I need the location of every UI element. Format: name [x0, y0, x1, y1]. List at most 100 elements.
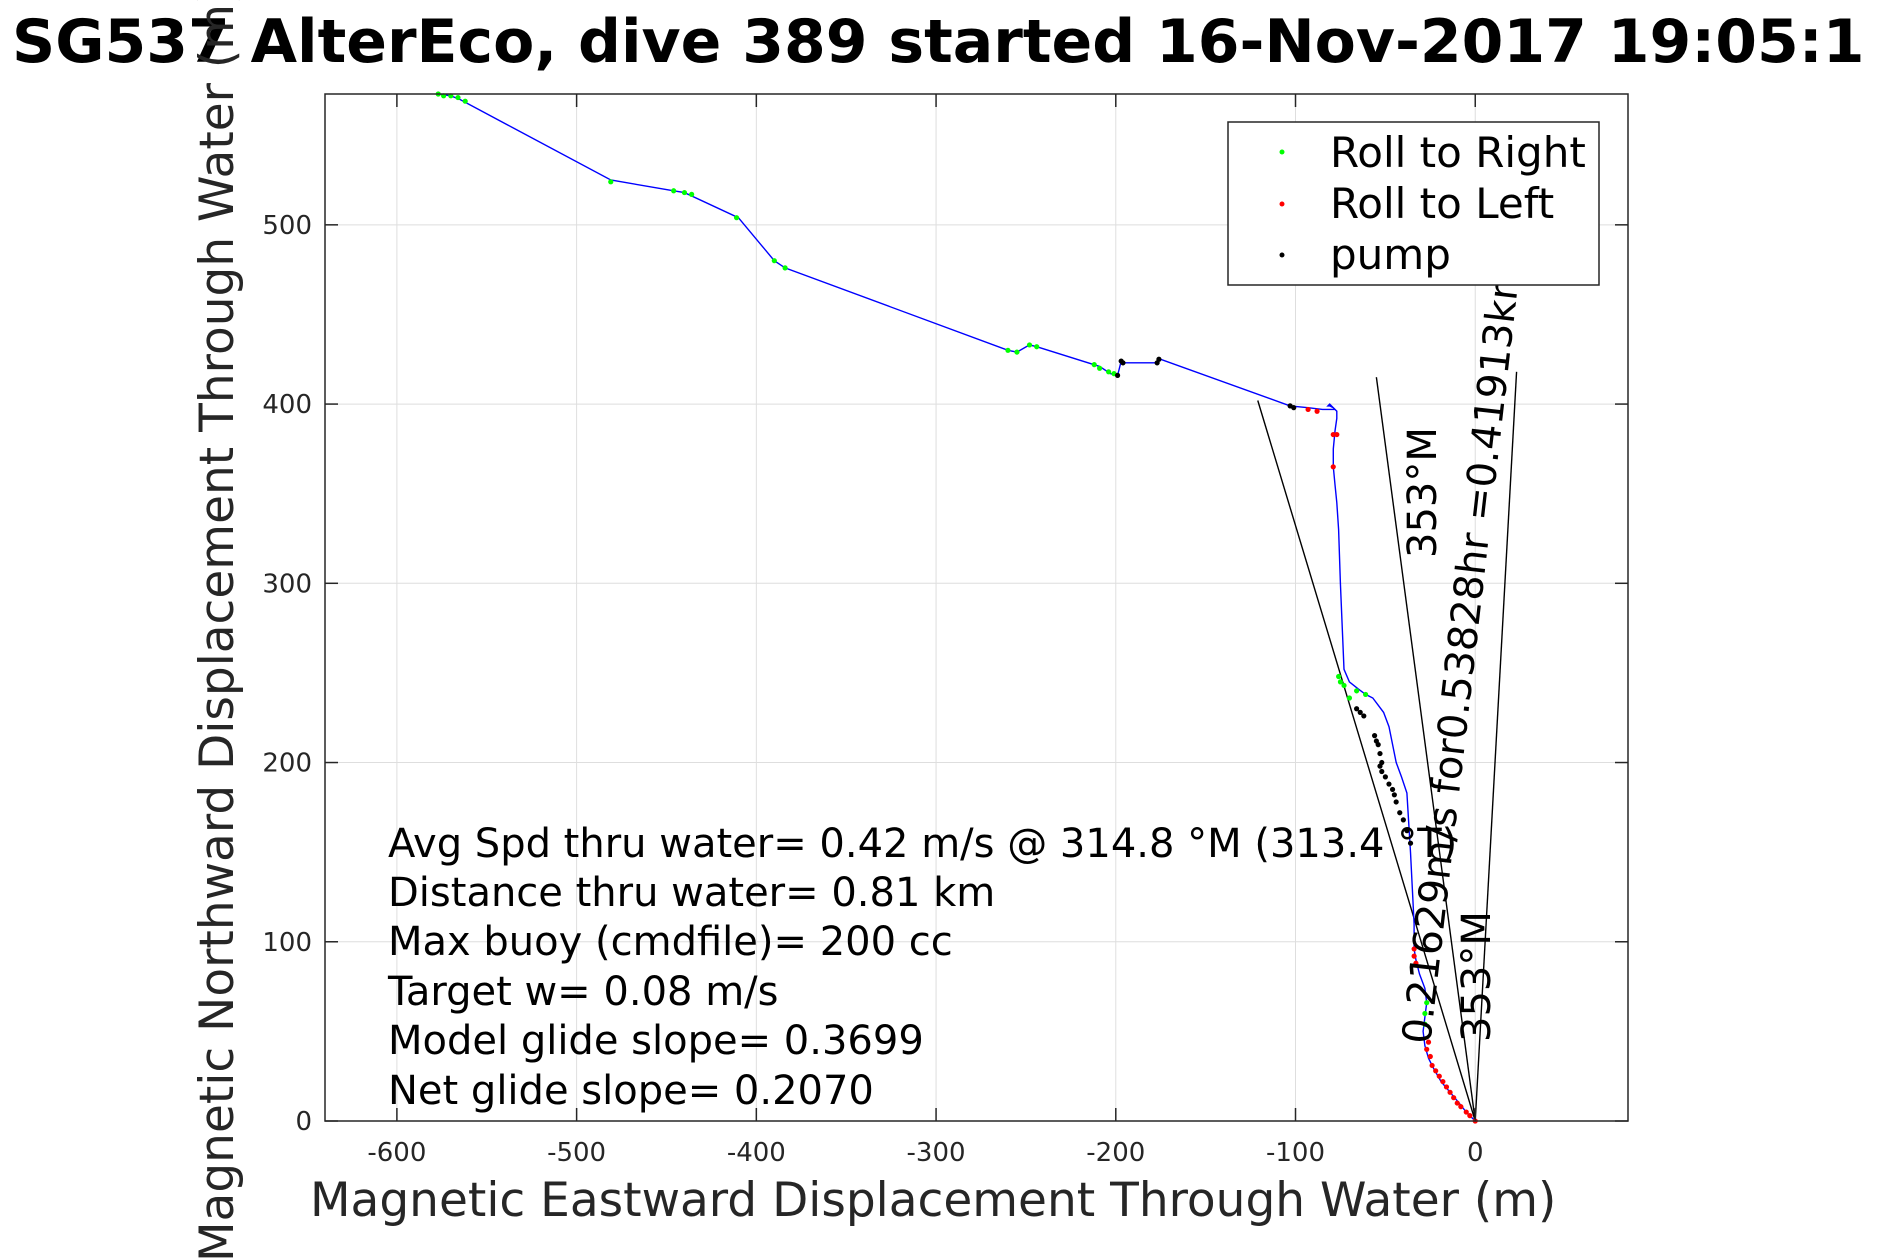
roll-right-point [671, 188, 677, 194]
roll-left-point [1443, 1084, 1450, 1090]
pump-point [1373, 738, 1379, 744]
x-tick-label: -500 [547, 1138, 606, 1168]
legend-marker-pump [1279, 252, 1285, 258]
y-tick-label: 100 [262, 928, 312, 958]
pump-point [1389, 786, 1396, 793]
pump-point [1393, 799, 1399, 805]
pump-point [1114, 372, 1121, 378]
reference-line [1474, 371, 1518, 1122]
heading-annotation-upper: 353°M [1400, 427, 1446, 558]
pump-point [1377, 763, 1383, 769]
roll-left-point [1436, 1073, 1442, 1079]
x-tick-label: 0 [1467, 1138, 1484, 1168]
roll-right-point [681, 189, 688, 196]
legend: Roll to Right Roll to Left pump [1227, 121, 1600, 286]
pump-point [1291, 405, 1297, 411]
roll-left-point [1458, 1104, 1464, 1110]
pump-point [1400, 817, 1406, 823]
roll-right-point [1346, 695, 1353, 701]
roll-left-point [1425, 1039, 1432, 1045]
pump-point [1391, 792, 1397, 798]
roll-left-point [1411, 953, 1417, 959]
roll-left-point [1427, 1053, 1433, 1060]
roll-left-point [1305, 406, 1311, 413]
pump-point [1357, 709, 1363, 715]
legend-marker-roll-left [1279, 201, 1285, 207]
roll-right-point [771, 258, 777, 264]
roll-right-point [1105, 369, 1112, 375]
roll-left-point [1463, 1109, 1469, 1115]
y-tick-label: 500 [262, 211, 312, 241]
x-axis-label: Magnetic Eastward Displacement Through W… [310, 1173, 1556, 1228]
y-tick-label: 400 [262, 390, 312, 420]
roll-right-point [689, 191, 695, 197]
pump-point [1397, 810, 1403, 816]
stats-line-model-glide: Model glide slope= 0.3699 [388, 1018, 924, 1064]
x-tick-label: -300 [907, 1138, 966, 1168]
x-tick-label: -200 [1086, 1138, 1145, 1168]
pump-point [1361, 713, 1367, 719]
roll-left-point [1451, 1095, 1457, 1101]
roll-right-point [1026, 342, 1033, 348]
stats-line-target-w: Target w= 0.08 m/s [387, 969, 778, 1015]
roll-left-point [1433, 1068, 1439, 1074]
roll-left-point [1447, 1089, 1453, 1095]
roll-left-point [1467, 1113, 1473, 1119]
x-tick-label: -400 [727, 1138, 786, 1168]
roll-right-point [1422, 1010, 1428, 1017]
roll-left-point [1454, 1100, 1460, 1106]
reference-lines [1257, 371, 1518, 1122]
pump-point [1386, 781, 1392, 787]
pump-point [1354, 706, 1360, 712]
tick-layer: -600 -500 -400 -300 -200 -100 0 0 100 200 300 400 50… [262, 94, 1628, 1168]
roll-right-point [608, 179, 614, 185]
roll-right-point [455, 94, 461, 101]
pump-point [1382, 774, 1388, 780]
stats-line-distance: Distance thru water= 0.81 km [388, 870, 995, 916]
y-axis-label: Magnetic Northward Displacement Through … [190, 0, 245, 1260]
roll-left-point [1314, 408, 1320, 414]
pump-point [1118, 358, 1124, 364]
legend-marker-roll-right [1279, 149, 1285, 155]
chart-title: SG537 AlterEco, dive 389 started 16-Nov-… [12, 7, 1865, 77]
legend-label-roll-right: Roll to Right [1330, 128, 1586, 177]
roll-right-point [782, 265, 788, 271]
roll-left-point [1330, 431, 1336, 438]
legend-label-pump: pump [1330, 230, 1451, 279]
pump-point [1371, 733, 1378, 739]
roll-right-point [1014, 349, 1020, 355]
pump-point [1377, 750, 1383, 757]
roll-left-point [1411, 946, 1417, 952]
y-tick-label: 200 [262, 749, 312, 779]
roll-right-point [1336, 673, 1342, 680]
roll-right-point [1097, 365, 1103, 371]
heading-annotation-lower: 353°M [1454, 911, 1500, 1042]
roll-right-point [1422, 1021, 1428, 1027]
x-tick-label: -600 [367, 1138, 426, 1168]
roll-right-point [1363, 691, 1369, 698]
marker-layer [435, 91, 1478, 1124]
roll-right-point [1354, 688, 1360, 694]
stats-line-max-buoy: Max buoy (cmdfile)= 200 cc [388, 919, 953, 965]
reference-line [1257, 400, 1476, 1122]
roll-left-point [1429, 1062, 1435, 1069]
roll-right-point [462, 98, 468, 104]
roll-right-point [1091, 362, 1097, 368]
roll-right-point [1337, 679, 1344, 685]
roll-left-point [1424, 1046, 1430, 1052]
stats-text-block: Avg Spd thru water= 0.42 m/s @ 314.8 °M … [387, 821, 1457, 1114]
roll-left-point [1334, 431, 1340, 438]
stats-line-avg-speed: Avg Spd thru water= 0.42 m/s @ 314.8 °M … [388, 821, 1457, 867]
roll-right-point [1424, 1000, 1430, 1006]
roll-left-point [1440, 1078, 1446, 1085]
x-tick-label: -100 [1266, 1138, 1325, 1168]
y-tick-label: 0 [295, 1107, 312, 1137]
legend-box [1227, 121, 1600, 286]
axes-box [324, 93, 1629, 1122]
pump-point [1407, 840, 1414, 846]
roll-left-point [1413, 960, 1419, 966]
roll-right-point [1341, 682, 1347, 689]
stats-line-net-glide: Net glide slope= 0.2070 [388, 1068, 874, 1114]
roll-left-point [1330, 464, 1336, 470]
